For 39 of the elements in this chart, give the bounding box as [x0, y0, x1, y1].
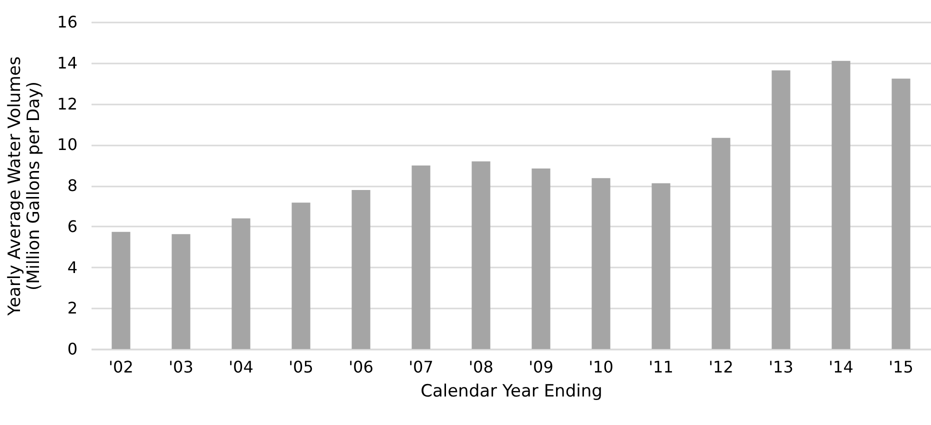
x-tick-label: '06 — [348, 358, 374, 376]
y-axis-title: Yearly Average Water Volumes (Million Gallons per Day) — [5, 56, 44, 317]
x-tick-label: '13 — [768, 358, 794, 376]
y-tick-label: 10 — [57, 135, 78, 154]
y-tick-label: 2 — [67, 298, 78, 318]
x-tick-label: '09 — [528, 358, 554, 376]
x-tick-label: '05 — [288, 358, 314, 376]
y-tick-label: 14 — [57, 53, 78, 72]
x-tick-label: '04 — [228, 358, 254, 376]
x-tick-label: '03 — [168, 358, 194, 376]
bar — [772, 70, 790, 349]
x-tick-label: '14 — [828, 358, 854, 376]
bar — [112, 232, 130, 349]
y-tick-label: 8 — [67, 176, 78, 195]
y-tick-label: 12 — [57, 94, 78, 114]
bar — [832, 60, 850, 349]
y-tick-label: 4 — [67, 258, 78, 277]
bar — [712, 138, 730, 349]
x-tick-label: '15 — [888, 358, 914, 376]
bar — [892, 78, 910, 349]
bar — [172, 234, 190, 349]
x-tick-label: '12 — [708, 358, 734, 376]
bar — [232, 218, 250, 349]
bar — [352, 190, 370, 349]
bar — [592, 178, 610, 349]
bar — [652, 183, 670, 349]
y-tick-label: 6 — [67, 216, 78, 236]
bar — [472, 161, 490, 349]
x-tick-label: '08 — [468, 358, 494, 376]
x-tick-label: '02 — [108, 358, 134, 376]
x-tick-label: '10 — [588, 358, 614, 376]
x-axis-title: Calendar Year Ending — [420, 382, 602, 402]
bar — [412, 165, 430, 349]
x-tick-label: '07 — [408, 358, 434, 376]
bar — [292, 202, 310, 349]
bar — [532, 168, 550, 349]
y-tick-label: 0 — [67, 340, 78, 358]
y-tick-label: 16 — [57, 12, 78, 32]
x-tick-label: '11 — [648, 358, 674, 376]
